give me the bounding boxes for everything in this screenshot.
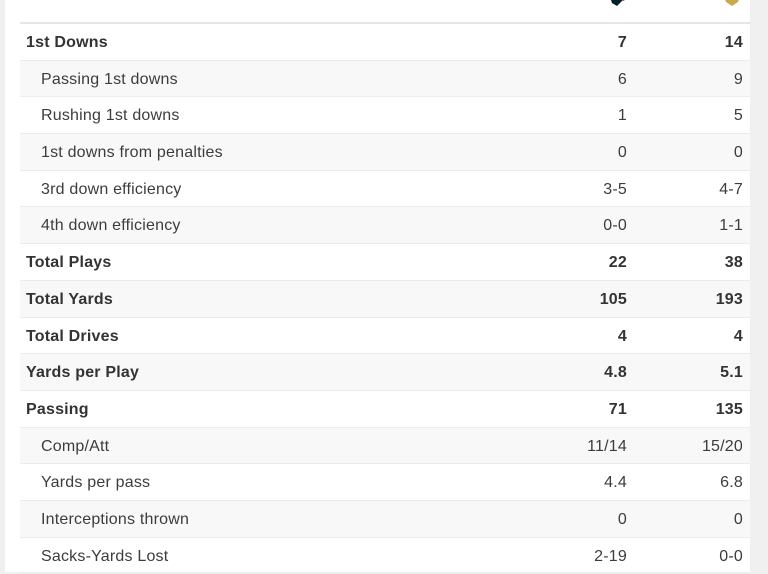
stat-label: 4th down efficiency: [41, 217, 181, 235]
away-value: 0: [733, 510, 743, 528]
table-row: Total Drives 4 4: [20, 318, 750, 355]
table-row: Passing 71 135: [20, 391, 750, 428]
table-row: Total Yards 105 193: [20, 280, 750, 318]
home-value: 0: [617, 144, 627, 162]
home-value: 71: [608, 400, 627, 418]
away-value: 5.1: [720, 364, 743, 382]
table-row: Total Plays 22 38: [20, 244, 750, 281]
away-value: 14: [724, 34, 743, 51]
away-value: 193: [715, 290, 743, 308]
team-stats-table: 1st Downs 7 14 Passing 1st downs 6 9 Rushing…: [20, 0, 750, 574]
table-row: Passing 1st downs 6 9: [20, 60, 750, 98]
table-row: Interceptions thrown 0 0: [20, 500, 750, 538]
away-value: 4: [733, 327, 743, 345]
away-value: 0-0: [719, 547, 743, 565]
home-value: 6: [617, 70, 627, 88]
home-value: 0-0: [603, 217, 627, 235]
stat-label: Yards per Play: [26, 364, 140, 382]
home-value: 7: [617, 34, 627, 51]
away-value: 6.8: [720, 474, 743, 492]
home-value: 0: [617, 510, 627, 528]
table-row: Comp/Att 11/14 15/20: [20, 427, 750, 465]
stat-label: Interceptions thrown: [41, 510, 190, 528]
table-row: Sacks-Yards Lost 2-19 0-0: [20, 538, 750, 574]
table-row: Yards per Play 4.8 5.1: [20, 354, 750, 391]
home-value: 4: [617, 327, 627, 345]
stat-label: Passing 1st downs: [41, 70, 178, 88]
home-value: 4.4: [604, 474, 627, 492]
home-value: 105: [599, 290, 627, 308]
home-value: 11/14: [587, 437, 627, 455]
stat-label: Total Drives: [26, 327, 119, 345]
stat-label: 1st Downs: [26, 34, 108, 51]
stat-label: Rushing 1st downs: [41, 107, 180, 125]
stat-label: 1st downs from penalties: [41, 144, 223, 162]
away-value: 135: [715, 400, 743, 418]
table-row: 1st downs from penalties 0 0: [20, 134, 750, 171]
away-value: 1-1: [719, 217, 743, 235]
away-value: 15/20: [701, 437, 743, 455]
vikings-logo-icon: [720, 0, 744, 12]
away-value: 5: [733, 107, 743, 125]
away-value: 0: [733, 144, 743, 162]
stat-label: Passing: [26, 400, 89, 418]
away-value: 9: [733, 70, 743, 88]
stat-label: Total Yards: [26, 290, 113, 308]
home-value: 2-19: [594, 547, 627, 565]
table-row: 1st Downs 7 14: [20, 24, 750, 61]
home-value: 1: [617, 107, 627, 125]
away-value: 38: [724, 254, 743, 272]
home-value: 3-5: [603, 180, 627, 198]
table-row: Yards per pass 4.4 6.8: [20, 464, 750, 501]
table-row: 4th down efficiency 0-0 1-1: [20, 207, 750, 245]
stat-label: Sacks-Yards Lost: [41, 547, 169, 565]
stat-label: Yards per pass: [41, 474, 151, 492]
home-value: 22: [608, 254, 627, 272]
texans-logo-icon: [605, 0, 629, 12]
stat-label: Total Plays: [26, 254, 112, 272]
stats-rows: 1st Downs 7 14 Passing 1st downs 6 9 Rushing…: [20, 24, 750, 574]
table-row: 3rd down efficiency 3-5 4-7: [20, 171, 750, 208]
home-value: 4.8: [604, 364, 627, 382]
away-value: 4-7: [719, 180, 743, 198]
table-header: [20, 0, 750, 24]
stat-label: 3rd down efficiency: [41, 180, 182, 198]
stat-label: Comp/Att: [41, 437, 110, 455]
table-row: Rushing 1st downs 1 5: [20, 97, 750, 135]
